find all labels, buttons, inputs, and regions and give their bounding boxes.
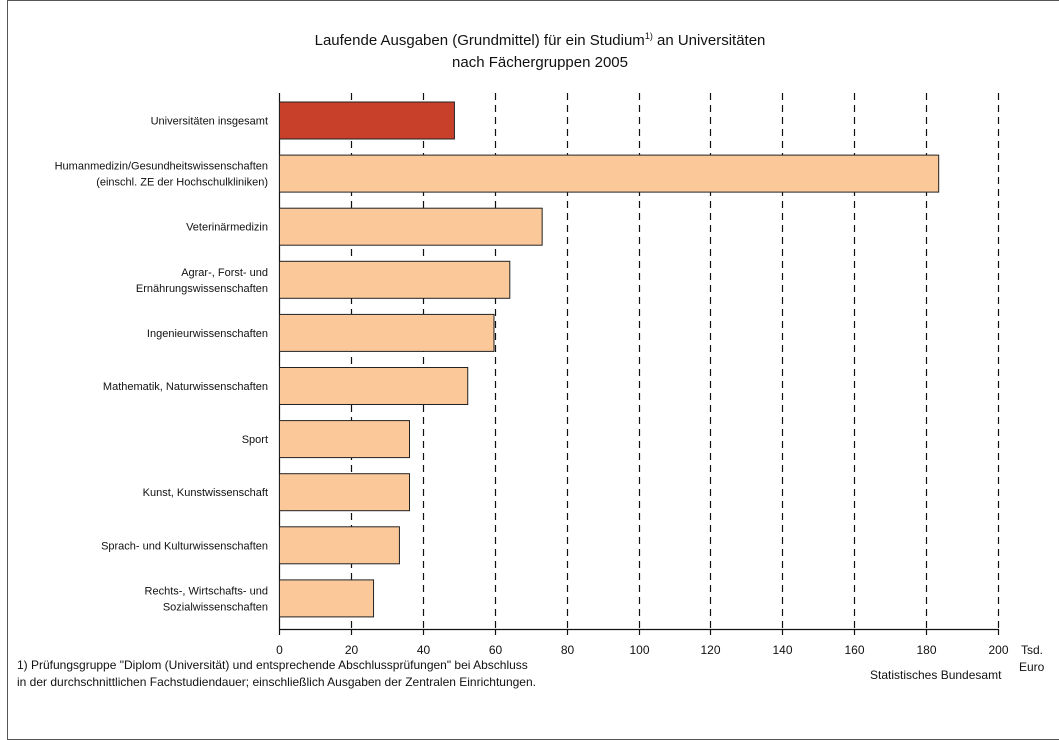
title-footnote-marker: 1)	[644, 31, 653, 41]
category-label: Sprach- und Kulturwissenschaften	[101, 540, 268, 552]
category-label: Humanmedizin/Gesundheitswissenschaften	[55, 161, 268, 173]
title-line1-text: Laufende Ausgaben (Grundmittel) für ein …	[314, 32, 645, 49]
bar	[279, 420, 410, 459]
bar	[279, 579, 375, 618]
x-tick-label: 120	[700, 643, 720, 657]
x-tick-label: 80	[561, 643, 575, 657]
category-label: Agrar-, Forst- und	[181, 267, 268, 279]
category-label: Sozialwissenschaften	[163, 601, 268, 613]
x-tick-label: 200	[988, 643, 1008, 657]
x-tick-label: 20	[345, 643, 359, 657]
x-tick-label: 40	[417, 643, 431, 657]
footnote-line-1: 1) Prüfungsgruppe "Diplom (Universität) …	[17, 658, 528, 672]
category-label: Kunst, Kunstwissenschaft	[143, 487, 268, 499]
category-label: Rechts-, Wirtschafts- und	[145, 585, 268, 597]
x-tick-label: 0	[276, 643, 283, 657]
x-axis-label-line1: Tsd.	[1021, 643, 1043, 657]
title-line1-suffix: an Universitäten	[652, 32, 766, 49]
x-tick-label: 180	[916, 643, 936, 657]
category-label: Ingenieurwissenschaften	[147, 328, 268, 340]
x-tick-label: 140	[772, 643, 792, 657]
category-label: Sport	[242, 434, 268, 446]
bar	[279, 473, 410, 512]
bar	[279, 207, 543, 246]
bar-total	[279, 101, 455, 140]
chart-frame	[7, 0, 1059, 740]
x-tick-label: 60	[489, 643, 503, 657]
footnote-line-2: in der durchschnittlichen Fachstudiendau…	[17, 675, 536, 689]
bar	[279, 313, 495, 352]
chart-title: Laufende Ausgaben (Grundmittel) für ein …	[260, 30, 820, 74]
footnote: 1) Prüfungsgruppe "Diplom (Universität) …	[17, 657, 777, 691]
category-label: Mathematik, Naturwissenschaften	[103, 381, 268, 393]
category-label: Ernährungswissenschaften	[136, 283, 268, 295]
category-label: (einschl. ZE der Hochschulkliniken)	[96, 177, 268, 189]
category-label: Veterinärmedizin	[186, 222, 268, 234]
category-label: Universitäten insgesamt	[151, 116, 268, 128]
x-tick-label: 160	[844, 643, 864, 657]
bar	[279, 154, 940, 193]
bar	[279, 526, 400, 565]
x-axis-label-line2: Euro	[1019, 660, 1045, 674]
bar	[279, 367, 469, 405]
bar	[279, 260, 511, 299]
source-credit: Statistisches Bundesamt	[870, 668, 1002, 682]
x-tick-label: 100	[629, 643, 649, 657]
title-line2-text: nach Fächergruppen 2005	[452, 54, 628, 71]
